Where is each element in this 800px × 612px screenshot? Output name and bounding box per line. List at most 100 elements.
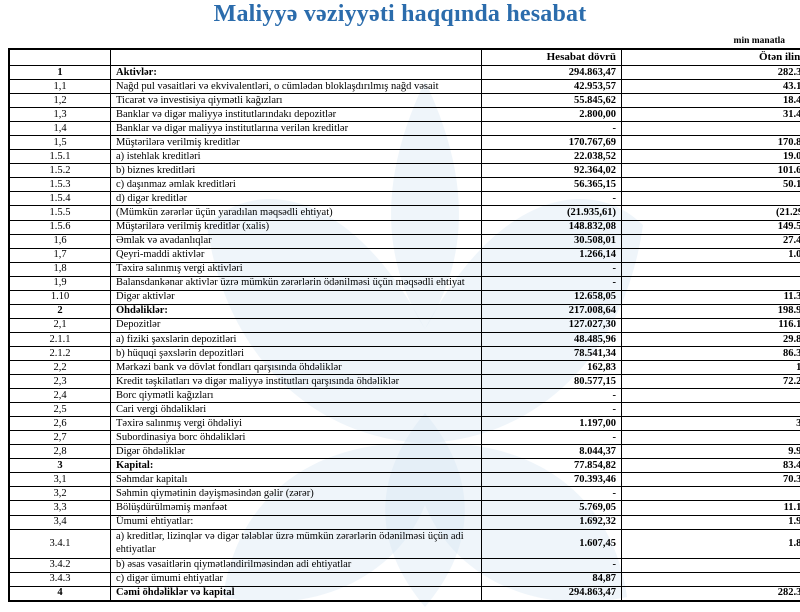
row-label: b) hüquqi şəxslərin depozitləri: [110, 345, 482, 361]
row-value-current: -: [481, 275, 622, 291]
row-value-current: 162,83: [481, 359, 622, 376]
row-number: 3,2: [8, 486, 111, 502]
row-value-previous: 198.906,89: [621, 303, 800, 319]
row-number: 2,7: [8, 430, 111, 446]
table-row: 3,3 Bölüşdürülməmiş mənfəət 5.769,05 11.…: [8, 500, 800, 516]
row-value-current: 77.854,82: [481, 458, 622, 474]
row-value-previous: -: [621, 275, 800, 291]
row-number: 1.5.6: [8, 219, 111, 235]
row-number: 1,8: [8, 261, 111, 277]
table-row: 3.4.1 a) kreditlər, lizinqlər və digər t…: [8, 528, 800, 559]
row-number: 3,3: [8, 500, 111, 516]
row-value-current: 148.832,08: [481, 219, 622, 235]
row-value-previous: 70.393,46: [621, 472, 800, 488]
table-row: 1.5.1 a) istehlak kreditləri 22.038,52 1…: [8, 149, 800, 165]
table-row: 2,5 Cari vergi öhdəlikləri - -: [8, 402, 800, 418]
table-row: 1,2 Ticarət və investisiya qiymətli kağı…: [8, 93, 800, 109]
table-row: 4 Cəmi öhdəliklər və kapital 294.863,47 …: [8, 585, 800, 602]
table-row: 3,4 Ümumi ehtiyatlar: 1.692,32 1.922,79: [8, 514, 800, 530]
table-row: 2,7 Subordinasiya borc öhdəlikləri - -: [8, 430, 800, 446]
row-value-current: 56.365,15: [481, 177, 622, 193]
row-value-current: 22.038,52: [481, 149, 622, 165]
row-label: Kapital:: [110, 458, 482, 474]
table-row: 1,1 Nağd pul vəsaitləri və ekvivalentlər…: [8, 79, 800, 95]
table-row: 1.5.6 Müştərilərə verilmiş kreditlər (xa…: [8, 219, 800, 235]
row-label: Banklar və digər maliyyə institutlarına …: [110, 121, 482, 137]
financial-position-table: Hesabat dövrü Ötən ilin sonu 1 Aktivlər:…: [8, 48, 800, 602]
row-value-current: 80.577,15: [481, 374, 622, 390]
row-value-previous: 9.970,01: [621, 444, 800, 460]
row-value-previous: 72.282,33: [621, 374, 800, 390]
table-row: 1,4 Banklar və digər maliyyə institutlar…: [8, 121, 800, 137]
row-label: Bölüşdürülməmiş mənfəət: [110, 500, 482, 516]
table-row: 1.5.5 (Mümkün zərərlər üçün yaradılan mə…: [8, 205, 800, 221]
row-value-previous: -: [621, 402, 800, 418]
row-number: 1,1: [8, 79, 111, 95]
row-label: a) istehlak kreditləri: [110, 149, 482, 165]
row-number: 2,5: [8, 402, 111, 418]
table-row: 1,9 Balansdankənar aktivlər üzrə mümkün …: [8, 275, 800, 291]
row-label: c) daşınmaz əmlak kreditləri: [110, 177, 482, 193]
row-value-previous: 282.381,45: [621, 64, 800, 81]
row-number: 2,3: [8, 374, 111, 390]
row-label: Nağd pul vəsaitləri və ekvivalentləri, o…: [110, 79, 482, 95]
table-row: 2,8 Digər öhdəliklər 8.044,37 9.970,01: [8, 444, 800, 460]
table-row: 2,6 Təxirə salınmış vergi öhdəliyi 1.197…: [8, 416, 800, 432]
row-value-previous: -: [621, 121, 800, 137]
row-value-previous: -: [621, 557, 800, 573]
row-number: 4: [8, 585, 111, 602]
table-row: 2.1.2 b) hüquqi şəxslərin depozitləri 78…: [8, 345, 800, 361]
row-number: 1,5: [8, 135, 111, 151]
row-value-current: 127.027,30: [481, 317, 622, 333]
row-value-current: 1.607,45: [481, 528, 622, 559]
row-number: 1,2: [8, 93, 111, 109]
row-value-current: 5.769,05: [481, 500, 622, 516]
row-value-current: -: [481, 557, 622, 573]
row-label: a) fiziki şəxslərin depozitləri: [110, 331, 482, 347]
row-value-previous: 116.168,35: [621, 317, 800, 333]
row-value-current: 12.658,05: [481, 289, 622, 305]
table-row: 1 Aktivlər: 294.863,47 282.381,45: [8, 64, 800, 81]
row-number: 2,8: [8, 444, 111, 460]
row-value-current: -: [481, 261, 622, 277]
row-label: b) əsas vəsaitlərin qiymətləndirilməsind…: [110, 557, 482, 573]
row-value-previous: -: [621, 388, 800, 404]
row-number: 1: [8, 64, 111, 81]
row-value-previous: -: [621, 261, 800, 277]
table-row: 1,3 Banklar və digər maliyyə institutlar…: [8, 107, 800, 123]
row-number: 3.4.1: [8, 528, 111, 559]
row-number: 2,2: [8, 359, 111, 376]
row-label: Təxirə salınmış vergi aktivləri: [110, 261, 482, 277]
row-number: 1,6: [8, 233, 111, 249]
row-value-current: 170.767,69: [481, 135, 622, 151]
table-row: 2,3 Kredit təşkilatları və digər maliyyə…: [8, 374, 800, 390]
row-value-current: 30.508,01: [481, 233, 622, 249]
table-body: 1 Aktivlər: 294.863,47 282.381,45 1,1 Na…: [8, 64, 800, 602]
table-header-row: Hesabat dövrü Ötən ilin sonu: [8, 48, 800, 66]
row-value-current: -: [481, 430, 622, 446]
row-label: Səhmin qiymətinin dəyişməsindən gəlir (z…: [110, 486, 482, 502]
row-value-previous: 31.440,00: [621, 107, 800, 123]
row-value-previous: 18.463,13: [621, 93, 800, 109]
col-header-indicator: [110, 48, 482, 66]
row-value-previous: 19.079,80: [621, 149, 800, 165]
row-number: 3.4.2: [8, 557, 111, 573]
row-label: a) kreditlər, lizinqlər və digər tələblə…: [110, 528, 482, 559]
table-row: 1,6 Əmlak və avadanlıqlar 30.508,01 27.4…: [8, 233, 800, 249]
row-label: Ümumi ehtiyatlar:: [110, 514, 482, 530]
row-value-current: 84,87: [481, 571, 622, 587]
col-header-row-no: [8, 48, 111, 66]
row-value-current: 294.863,47: [481, 64, 622, 81]
row-number: 1,3: [8, 107, 111, 123]
row-value-current: 1.197,00: [481, 416, 622, 432]
row-label: Öhdəliklər:: [110, 303, 482, 319]
row-value-current: 8.044,37: [481, 444, 622, 460]
page-title: Maliyyə vəziyyəti haqqında hesabat: [213, 1, 587, 27]
row-value-previous: 83.474,56: [621, 458, 800, 474]
col-header-current-period: Hesabat dövrü: [481, 48, 622, 66]
row-value-previous: 1.015,64: [621, 247, 800, 263]
row-number: 3,1: [8, 472, 111, 488]
row-value-previous: -: [621, 486, 800, 502]
table-row: 3,2 Səhmin qiymətinin dəyişməsindən gəli…: [8, 486, 800, 502]
row-value-previous: 162,83: [621, 359, 800, 376]
